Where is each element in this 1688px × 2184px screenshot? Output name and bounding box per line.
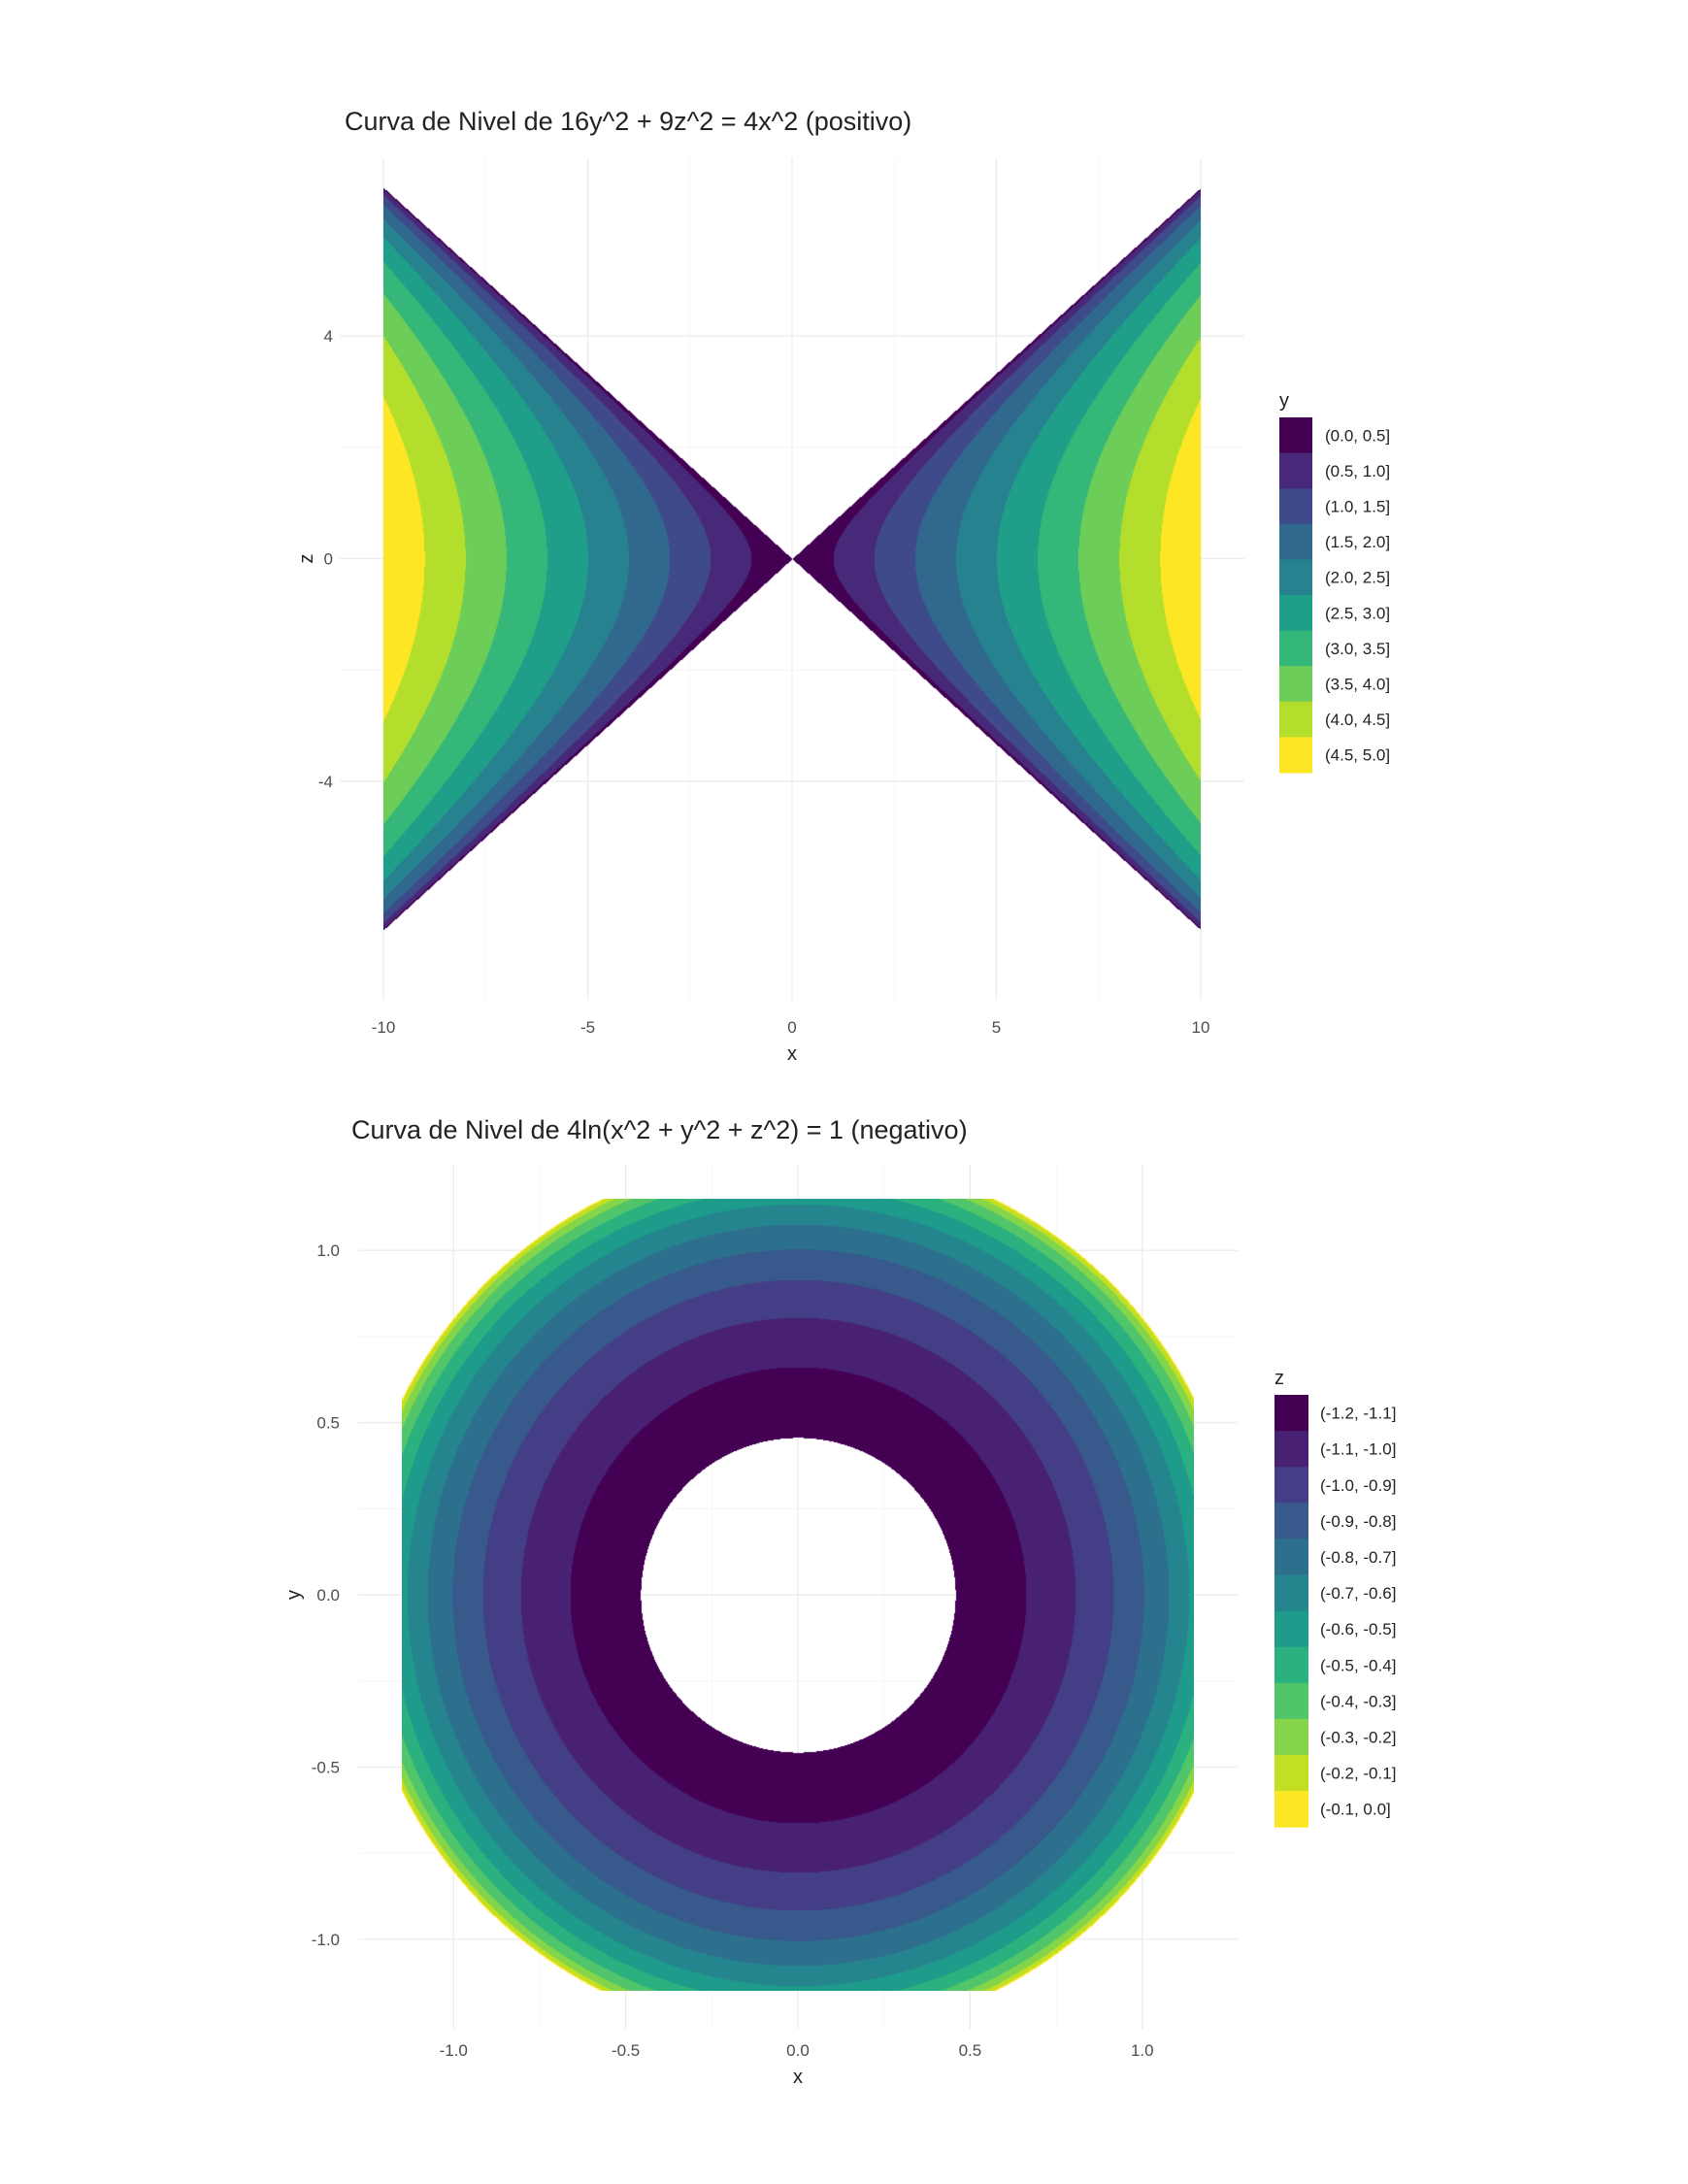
x-axis-title: x	[787, 1043, 797, 1065]
legend-label: (4.0, 4.5]	[1325, 711, 1390, 729]
legend-swatch	[1279, 523, 1312, 560]
y-tick-label: 1.0	[316, 1241, 340, 1260]
legend-swatch	[1274, 1646, 1308, 1684]
legend-label: (1.0, 1.5]	[1325, 498, 1390, 516]
x-tick-label: -10	[372, 1018, 396, 1037]
legend-label: (-1.2, -1.1]	[1320, 1405, 1396, 1423]
x-axis-ticks: -10 -5 0 5 10	[372, 1018, 1210, 1037]
legend-swatch	[1279, 488, 1312, 525]
contour-fill	[402, 1199, 1194, 1991]
chart-title: Curva de Nivel de 16y^2 + 9z^2 = 4x^2 (p…	[345, 107, 911, 136]
chart-positive: Curva de Nivel de 16y^2 + 9z^2 = 4x^2 (p…	[296, 107, 1390, 1065]
x-tick-label: 0	[787, 1018, 796, 1037]
x-tick-label: -0.5	[612, 2041, 640, 2060]
x-tick-label: 10	[1192, 1018, 1210, 1037]
x-tick-label: -1.0	[440, 2041, 468, 2060]
legend-label: (0.0, 0.5]	[1325, 426, 1390, 445]
heatmap-area	[383, 187, 1201, 930]
legend-label: (-0.1, 0.0]	[1320, 1801, 1391, 1819]
y-axis-title: z	[296, 554, 317, 564]
legend-label: (-0.7, -0.6]	[1320, 1584, 1396, 1603]
legend: z (-1.2, -1.1] (-1.1, -1.0] (-1.0, -0.9]…	[1274, 1368, 1396, 1828]
legend-swatch	[1274, 1718, 1308, 1756]
x-tick-label: -5	[580, 1018, 595, 1037]
chart-title: Curva de Nivel de 4ln(x^2 + y^2 + z^2) =…	[351, 1115, 968, 1144]
legend-title: z	[1274, 1368, 1284, 1389]
legend-swatch	[1274, 1610, 1308, 1648]
contour-fill	[383, 187, 1201, 930]
y-tick-label: 4	[324, 327, 333, 346]
y-axis-ticks: -1.0 -0.5 0.0 0.5 1.0	[312, 1241, 340, 1949]
x-tick-label: 0.0	[786, 2041, 810, 2060]
legend-label: (2.5, 3.0]	[1325, 604, 1390, 622]
legend-swatch	[1279, 737, 1312, 774]
legend-label: (-0.2, -0.1]	[1320, 1765, 1396, 1783]
legend-swatch	[1274, 1574, 1308, 1612]
legend-swatch	[1274, 1431, 1308, 1468]
legend-label: (3.0, 3.5]	[1325, 640, 1390, 658]
y-tick-label: -0.5	[312, 1758, 340, 1776]
chart-negative: Curva de Nivel de 4ln(x^2 + y^2 + z^2) =…	[283, 1115, 1396, 2088]
legend-swatch	[1274, 1791, 1308, 1828]
y-axis-ticks: -4 0 4	[318, 327, 333, 791]
heatmap-area	[402, 1199, 1194, 1991]
x-axis-ticks: -1.0 -0.5 0.0 0.5 1.0	[440, 2041, 1154, 2060]
legend-swatch	[1274, 1503, 1308, 1539]
legend-title: y	[1279, 390, 1289, 412]
y-tick-label: 0	[324, 550, 333, 569]
x-tick-label: 5	[992, 1018, 1001, 1037]
legend-label: (-1.1, -1.0]	[1320, 1440, 1396, 1459]
legend-label: (1.5, 2.0]	[1325, 533, 1390, 551]
y-tick-label: -1.0	[312, 1931, 340, 1949]
legend-swatch	[1274, 1395, 1308, 1432]
legend-swatch	[1279, 666, 1312, 703]
legend-label: (0.5, 1.0]	[1325, 462, 1390, 480]
legend-label: (-0.3, -0.2]	[1320, 1728, 1396, 1746]
legend-swatch	[1279, 595, 1312, 632]
legend-swatch	[1274, 1467, 1308, 1504]
x-tick-label: 0.5	[959, 2041, 982, 2060]
legend-swatch	[1279, 417, 1312, 454]
y-tick-label: -4	[318, 773, 333, 791]
y-tick-label: 0.5	[316, 1414, 340, 1433]
legend-swatch	[1274, 1539, 1308, 1575]
legend-label: (-0.8, -0.7]	[1320, 1548, 1396, 1567]
legend-swatch	[1274, 1755, 1308, 1792]
legend-label: (-0.4, -0.3]	[1320, 1692, 1396, 1710]
legend-label: (-0.9, -0.8]	[1320, 1512, 1396, 1531]
legend-label: (-1.0, -0.9]	[1320, 1476, 1396, 1495]
legend-swatch	[1274, 1682, 1308, 1720]
y-axis-title: y	[283, 1590, 305, 1600]
legend-swatch	[1279, 452, 1312, 489]
legend: y (0.0, 0.5] (0.5, 1.0] (1.0, 1.5] (1.5,…	[1279, 390, 1390, 774]
legend-label: (-0.5, -0.4]	[1320, 1656, 1396, 1674]
legend-label: (3.5, 4.0]	[1325, 676, 1390, 694]
legend-swatch	[1279, 559, 1312, 596]
legend-label: (4.5, 5.0]	[1325, 746, 1390, 765]
legend-label: (2.0, 2.5]	[1325, 569, 1390, 587]
x-axis-title: x	[793, 2067, 803, 2088]
x-tick-label: 1.0	[1131, 2041, 1154, 2060]
legend-label: (-0.6, -0.5]	[1320, 1620, 1396, 1638]
y-tick-label: 0.0	[316, 1586, 340, 1605]
legend-swatch	[1279, 630, 1312, 667]
legend-swatch	[1279, 701, 1312, 738]
